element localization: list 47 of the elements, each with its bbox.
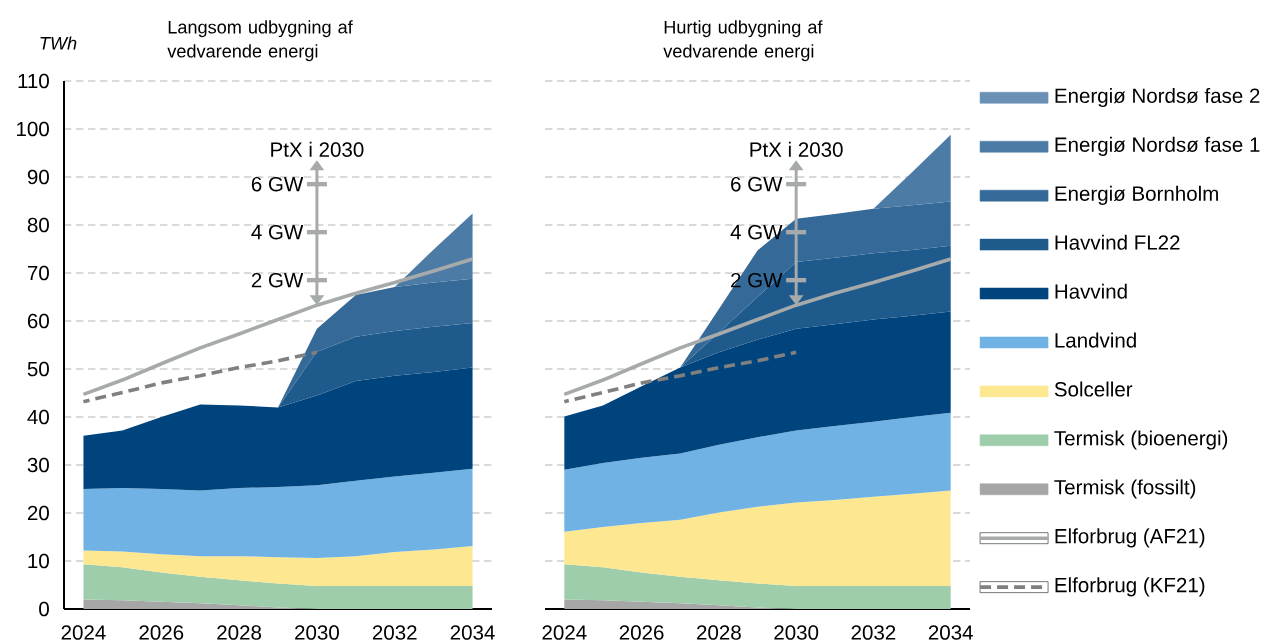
annotation: 2 GW [251, 272, 304, 288]
legend-label: Elforbrug (KF21) [1055, 577, 1205, 597]
legend-label: Energiø Bornholm [1055, 185, 1218, 205]
legend-label: Solceller [1054, 381, 1133, 397]
chart-title: Langsom udbygning af vedvarende energi [167, 20, 353, 62]
legend-label: Energiø Nordsø fase 2 [1055, 87, 1260, 108]
x-tick-label: 2026 [139, 625, 184, 640]
legend-label: Termisk (fossilt) [1054, 479, 1196, 499]
y-tick-label: 100 [17, 121, 49, 137]
y-tick-label: 80 [27, 217, 49, 233]
legend-label: Termisk (bioenergi) [1054, 430, 1228, 450]
y-tick-label: 0 [39, 601, 49, 617]
x-tick-label: 2032 [372, 625, 417, 640]
legend-label: Havvind FL22 [1055, 234, 1180, 250]
x-tick-label: 2034 [450, 625, 495, 640]
annotation: PtX i 2030 [271, 141, 364, 157]
legend-label: Havvind [1055, 283, 1127, 299]
x-tick-label: 2026 [619, 625, 664, 640]
legend-label: Landvind [1055, 332, 1136, 348]
x-tick-label: 2030 [774, 625, 819, 640]
annotation: 6 GW [731, 176, 783, 192]
y-tick-label: 10 [28, 553, 49, 569]
legend-label: Elforbrug (AF21) [1055, 528, 1205, 548]
line-series [81, 350, 319, 404]
annotation: 6 GW [251, 176, 304, 192]
y-tick-label: 90 [27, 169, 49, 185]
x-tick-label: 2032 [851, 625, 896, 640]
x-tick-label: 2028 [697, 625, 741, 640]
x-tick-label: 2024 [542, 625, 587, 640]
y-tick-label: 30 [27, 457, 49, 473]
legend-label: Energiø Nordsø fase 1 [1055, 136, 1260, 156]
line-series [81, 257, 475, 397]
chart-title: Hurtig udbygning af vedvarende energi [663, 20, 823, 62]
y-tick-label: 70 [27, 265, 49, 281]
y-tick-label: 50 [27, 361, 49, 377]
x-tick-label: 2024 [61, 625, 106, 640]
y-tick-label: 40 [27, 409, 49, 425]
x-tick-label: 2028 [217, 625, 262, 640]
x-tick-label: 2030 [295, 625, 339, 640]
annotation: PtX i 2030 [750, 141, 843, 157]
annotation: 4 GW [730, 224, 783, 240]
y-tick-label: 60 [27, 313, 49, 329]
annotation: 4 GW [251, 224, 304, 240]
y-tick-label: 20 [27, 505, 49, 521]
y-tick-label: 110 [18, 73, 49, 89]
y-axis-title: TWh [40, 36, 77, 50]
x-tick-label: 2034 [928, 625, 973, 640]
